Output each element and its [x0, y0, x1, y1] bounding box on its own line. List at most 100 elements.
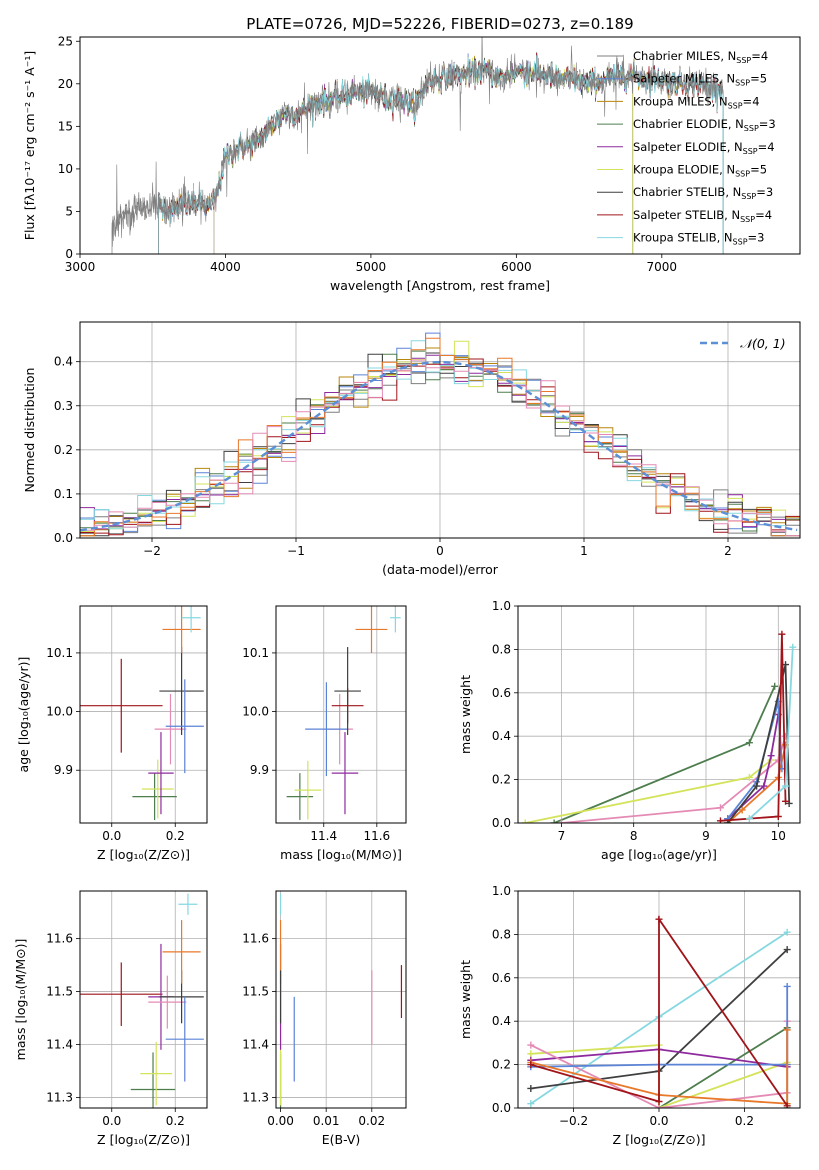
weight-marker-4-1 [760, 782, 768, 790]
x-tick-label: 0.0 [102, 829, 121, 843]
weight-marker-8-2 [789, 643, 797, 651]
legend-label-6: Chabrier STELIB, NSSP=3 [633, 185, 773, 201]
weight-marker-8-1 [782, 782, 790, 790]
legend-nssp-prefix: , N [728, 117, 744, 131]
legend-nssp-sub: SSP [744, 124, 759, 133]
weight-marker-7-1 [774, 812, 782, 820]
x-axis-label: (data-model)/error [382, 562, 499, 577]
legend-nssp-eq: = [748, 231, 758, 245]
legend-nssp-eq: = [756, 185, 766, 199]
legend-nssp-eq: = [759, 117, 769, 131]
y-tick-label: 1.0 [492, 599, 511, 613]
legend-nssp-prefix: , N [712, 94, 728, 108]
y-tick-label: 11.6 [242, 932, 269, 946]
weight-line-6 [530, 986, 789, 1068]
y-tick-label: 0.0 [492, 1101, 511, 1115]
y-tick-label: 9.9 [250, 763, 269, 777]
legend-label-2: Kroupa MILES, NSSP=4 [633, 94, 760, 110]
plot-area [80, 332, 800, 537]
mass-vs-extinction-panel: 0.00 0.01 0.02 11.3 11.4 11.5 11.6 E(B-V) [242, 890, 407, 1147]
y-tick-label: 15 [58, 119, 73, 133]
axes-frame [79, 605, 208, 824]
weight-marker-0-0 [550, 819, 558, 823]
x-tick-label: 2 [724, 544, 732, 558]
y-tick-label: 0.8 [492, 642, 511, 656]
legend-nssp-value: 4 [767, 140, 774, 154]
weight-marker-5-0 [527, 1041, 535, 1049]
legend-nssp-prefix: , N [719, 163, 735, 177]
y-tick-label: 0.2 [492, 1058, 511, 1072]
x-tick-label: −1 [287, 544, 305, 558]
legend-label-5: Kroupa ELODIE, NSSP=5 [633, 163, 767, 179]
y-axis-label: Flux [fλ10⁻¹⁷ erg cm⁻² s⁻¹ A⁻¹] [22, 51, 37, 240]
legend-nssp-sub: SSP [736, 56, 751, 65]
residual-histogram-6 [80, 352, 800, 537]
residuals-panel: −2 −1 0 1 2 0.0 0.1 0.2 0.3 0.4 (data-model)/error… [22, 321, 801, 577]
y-tick-label: 20 [58, 77, 73, 91]
legend-nssp-sub: SSP [728, 101, 743, 110]
legend-nssp-prefix: , N [717, 231, 733, 245]
x-axis-label: Z [log₁₀(Z/Z⊙)] [97, 1132, 190, 1147]
legend-nssp-prefix: , N [725, 185, 741, 199]
x-tick-label: 0.2 [735, 1114, 754, 1128]
weight-marker-0-1 [745, 739, 753, 747]
y-tick-label: 9.9 [54, 763, 73, 777]
legend-nssp-sub: SSP [740, 215, 755, 224]
y-tick-label: 0.8 [492, 927, 511, 941]
y-tick-label: 10.1 [242, 646, 269, 660]
axes-frame [517, 605, 801, 824]
x-tick-label: −0.2 [559, 1114, 588, 1128]
y-tick-label: 10.1 [46, 646, 73, 660]
legend-nssp-eq: = [750, 163, 760, 177]
x-axis-label: Z [log₁₀(Z/Z⊙)] [97, 847, 190, 862]
legend-nssp-eq: = [743, 94, 753, 108]
weight-line-2 [561, 735, 787, 823]
legend-nssp-prefix: , N [719, 72, 735, 86]
x-tick-label: 5000 [356, 260, 387, 274]
legend-label-8: Kroupa STELIB, NSSP=3 [633, 231, 765, 247]
mass-weight-vs-metallicity-panel: −0.2 0.0 0.2 0.0 0.2 0.4 0.6 0.8 1.0 Z [log₁₀(Z/Z… [458, 884, 801, 1147]
x-tick-label: 0.2 [166, 829, 185, 843]
y-tick-label: 11.4 [46, 1037, 73, 1051]
y-tick-label: 0.0 [54, 531, 73, 545]
plot-area [80, 893, 204, 1108]
x-tick-label: 11.6 [363, 829, 390, 843]
legend-nssp-sub: SSP [733, 238, 748, 247]
x-tick-label: 0 [436, 544, 444, 558]
weight-marker-3-1 [738, 806, 746, 814]
x-axis-label: mass [log₁₀(M/M⊙)] [280, 847, 402, 862]
weight-line-4 [727, 714, 780, 820]
y-tick-label: 5 [65, 204, 73, 218]
y-tick-label: 0.1 [54, 487, 73, 501]
weight-marker-5-1 [655, 1104, 663, 1108]
weight-marker-8-0 [527, 1061, 535, 1069]
weight-marker-8-2 [655, 915, 663, 923]
y-axis-label: mass [log₁₀(M/M⊙)] [13, 939, 28, 1061]
y-tick-label: 11.4 [242, 1037, 269, 1051]
x-tick-label: 7000 [647, 260, 678, 274]
residual-histogram-9 [80, 337, 800, 537]
y-axis-label: Normed distribution [22, 368, 37, 493]
weight-line-8 [530, 916, 788, 1107]
weight-marker-2-0 [557, 819, 565, 823]
x-tick-label: 1 [580, 544, 588, 558]
x-axis-label: age [log₁₀(age/yr)] [601, 847, 717, 862]
y-tick-label: 11.3 [242, 1090, 269, 1104]
x-tick-label: 9 [702, 829, 710, 843]
y-tick-label: 0.3 [54, 399, 73, 413]
x-tick-label: 11.4 [310, 829, 337, 843]
x-axis-label: Z [log₁₀(Z/Z⊙)] [613, 1132, 706, 1147]
x-tick-label: −2 [143, 544, 161, 558]
legend-name: Chabrier STELIB [633, 185, 725, 199]
weight-marker-0-0 [527, 1100, 535, 1108]
y-tick-label: 0.6 [492, 971, 511, 985]
weight-marker-4-2 [767, 752, 775, 760]
weight-marker-0-2 [783, 928, 791, 936]
x-tick-label: 8 [630, 829, 638, 843]
weight-marker-7-3 [782, 797, 790, 805]
axes-frame [79, 36, 801, 255]
plot-area [111, 37, 724, 254]
legend-nssp-eq: = [758, 140, 768, 154]
y-tick-label: 0.2 [492, 773, 511, 787]
x-tick-label: 4000 [210, 260, 241, 274]
